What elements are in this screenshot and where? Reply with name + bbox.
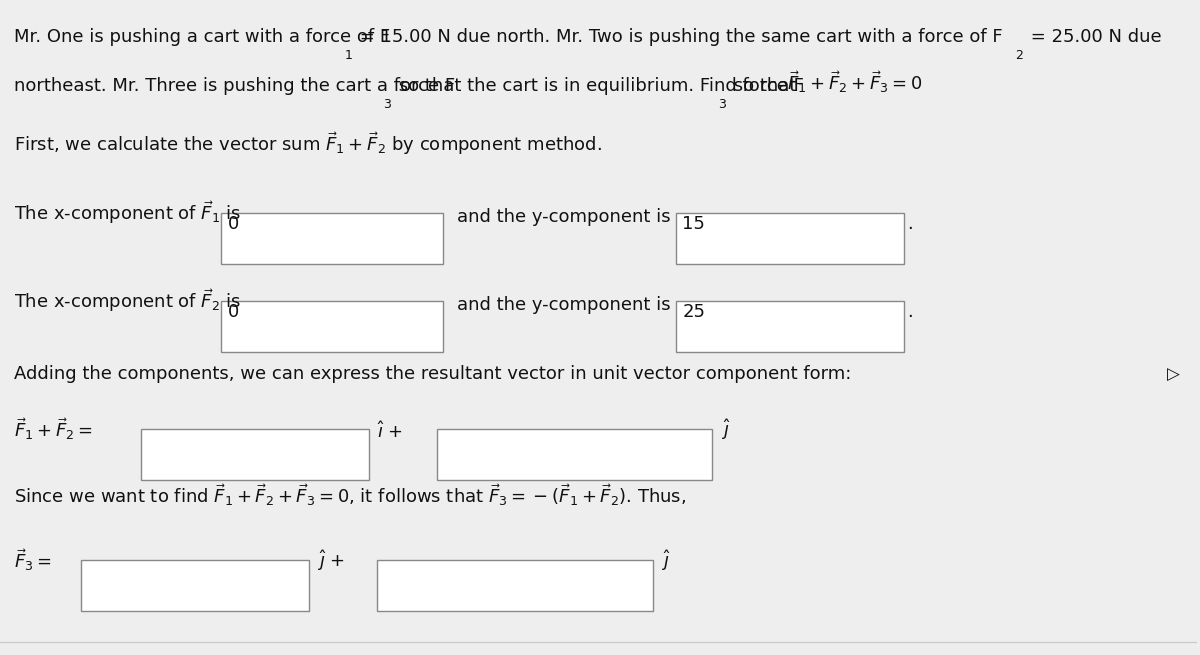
Text: and the y-component is: and the y-component is	[457, 297, 671, 314]
Text: 25: 25	[683, 303, 706, 321]
Text: First, we calculate the vector sum $\vec{F}_1 + \vec{F}_2$ by component method.: First, we calculate the vector sum $\vec…	[14, 130, 602, 157]
FancyBboxPatch shape	[377, 560, 653, 611]
Text: 15: 15	[683, 215, 706, 233]
Text: $\vec{F}_1 + \vec{F}_2 + \vec{F}_3 = 0$: $\vec{F}_1 + \vec{F}_2 + \vec{F}_3 = 0$	[787, 69, 922, 95]
FancyBboxPatch shape	[677, 301, 904, 352]
FancyBboxPatch shape	[222, 301, 443, 352]
Text: The x-component of $\vec{F}_1$ is: The x-component of $\vec{F}_1$ is	[14, 199, 241, 226]
Text: .: .	[907, 303, 913, 321]
Text: = 15.00 N due north. Mr. Two is pushing the same cart with a force of F: = 15.00 N due north. Mr. Two is pushing …	[354, 28, 1003, 46]
Text: $\vec{F}_1 + \vec{F}_2 =$: $\vec{F}_1 + \vec{F}_2 =$	[14, 417, 94, 442]
Text: .: .	[907, 215, 913, 233]
Text: 2: 2	[1015, 49, 1024, 62]
Text: northeast. Mr. Three is pushing the cart a force F: northeast. Mr. Three is pushing the cart…	[14, 77, 456, 95]
Text: 3: 3	[383, 98, 391, 111]
Text: $\hat{\imath}$ +: $\hat{\imath}$ +	[377, 421, 403, 442]
Text: $\hat{\jmath}$: $\hat{\jmath}$	[721, 417, 731, 442]
FancyBboxPatch shape	[142, 429, 368, 480]
FancyBboxPatch shape	[437, 429, 713, 480]
Text: Mr. One is pushing a cart with a force of F: Mr. One is pushing a cart with a force o…	[14, 28, 390, 46]
Text: so that the cart is in equilibrium. Find force F: so that the cart is in equilibrium. Find…	[392, 77, 804, 95]
FancyBboxPatch shape	[677, 213, 904, 264]
Text: 1: 1	[344, 49, 353, 62]
Text: 3: 3	[719, 98, 726, 111]
Text: 0: 0	[228, 215, 239, 233]
Text: $\hat{\jmath}$ +: $\hat{\jmath}$ +	[317, 548, 346, 573]
Text: Since we want to find $\vec{F}_1 + \vec{F}_2 + \vec{F}_3 = 0$, it follows that $: Since we want to find $\vec{F}_1 + \vec{…	[14, 482, 686, 508]
FancyBboxPatch shape	[222, 213, 443, 264]
Text: $\hat{\jmath}$: $\hat{\jmath}$	[661, 548, 671, 573]
Text: Adding the components, we can express the resultant vector in unit vector compon: Adding the components, we can express th…	[14, 365, 852, 383]
FancyBboxPatch shape	[82, 560, 308, 611]
Text: and the y-component is: and the y-component is	[457, 208, 671, 226]
Text: = 25.00 N due: = 25.00 N due	[1025, 28, 1162, 46]
Text: so that: so that	[728, 77, 802, 95]
Text: 0: 0	[228, 303, 239, 321]
Text: $\vec{F}_3 =$: $\vec{F}_3 =$	[14, 548, 52, 573]
Text: The x-component of $\vec{F}_2$ is: The x-component of $\vec{F}_2$ is	[14, 288, 241, 314]
Text: $\triangleright$: $\triangleright$	[1166, 365, 1181, 383]
